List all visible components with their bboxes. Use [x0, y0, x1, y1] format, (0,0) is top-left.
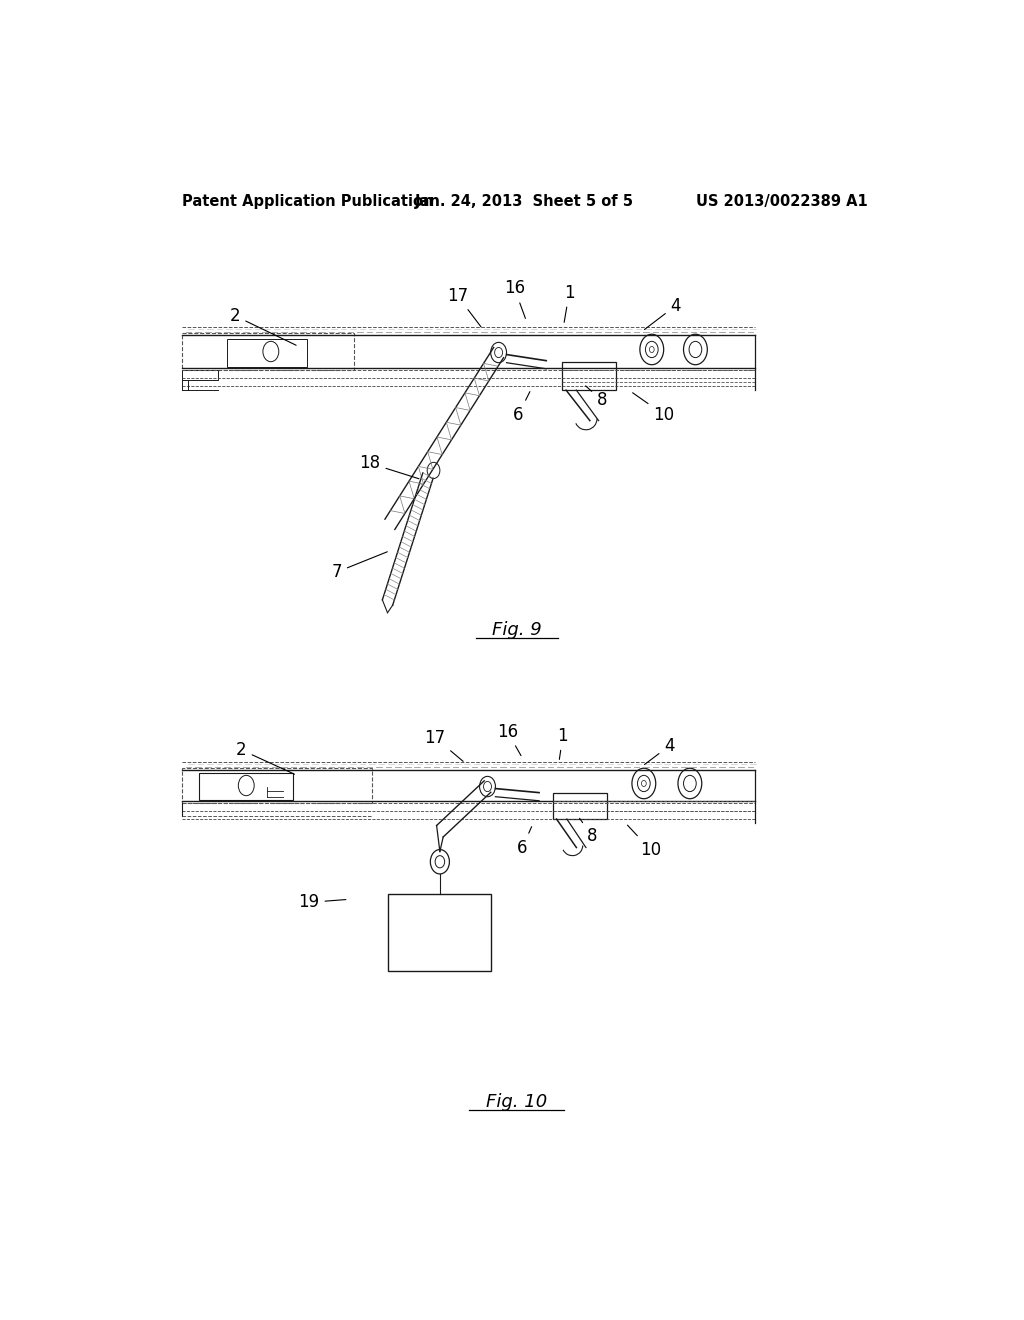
Bar — [388, 894, 492, 970]
Text: 8: 8 — [580, 818, 598, 845]
Text: 4: 4 — [644, 297, 681, 330]
Bar — [182, 768, 373, 803]
Bar — [200, 774, 293, 800]
Text: 16: 16 — [504, 280, 525, 318]
Text: 10: 10 — [628, 825, 660, 858]
Text: Patent Application Publication: Patent Application Publication — [182, 194, 433, 209]
Text: 7: 7 — [332, 552, 387, 581]
Bar — [553, 792, 606, 818]
Text: 2: 2 — [229, 308, 296, 346]
Text: 2: 2 — [237, 741, 295, 775]
Text: 17: 17 — [425, 729, 463, 762]
Text: Fig. 10: Fig. 10 — [486, 1093, 548, 1110]
Text: 6: 6 — [513, 392, 529, 424]
Text: 6: 6 — [517, 826, 531, 857]
Bar — [562, 362, 616, 391]
Text: Jan. 24, 2013  Sheet 5 of 5: Jan. 24, 2013 Sheet 5 of 5 — [416, 194, 634, 209]
Bar — [182, 333, 354, 370]
Text: 18: 18 — [359, 454, 419, 479]
Text: 1: 1 — [564, 284, 574, 322]
Text: 16: 16 — [497, 722, 521, 755]
Text: US 2013/0022389 A1: US 2013/0022389 A1 — [696, 194, 867, 209]
Text: Fig. 9: Fig. 9 — [492, 620, 542, 639]
Bar — [227, 339, 306, 367]
Text: 17: 17 — [446, 286, 481, 327]
Text: 19: 19 — [298, 894, 346, 911]
Text: 10: 10 — [633, 393, 674, 424]
Bar — [182, 370, 218, 380]
Text: 4: 4 — [644, 737, 675, 764]
Text: 8: 8 — [586, 385, 607, 409]
Text: 1: 1 — [558, 727, 568, 759]
